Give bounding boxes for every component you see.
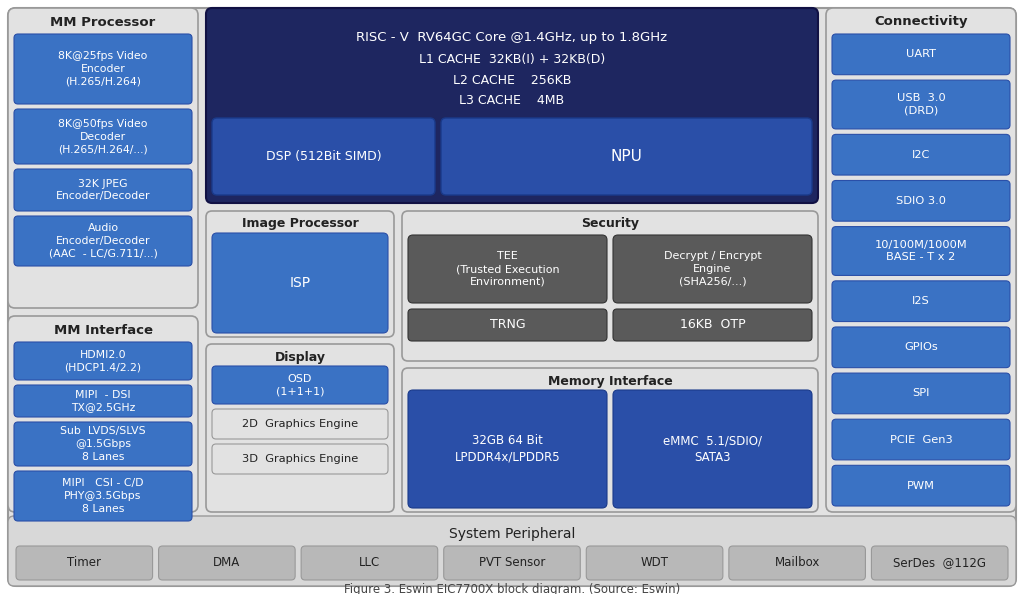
FancyBboxPatch shape (212, 409, 388, 439)
FancyBboxPatch shape (14, 169, 193, 211)
FancyBboxPatch shape (8, 516, 1016, 586)
FancyBboxPatch shape (14, 471, 193, 521)
FancyBboxPatch shape (831, 226, 1010, 276)
FancyBboxPatch shape (212, 118, 435, 195)
FancyBboxPatch shape (831, 419, 1010, 460)
FancyBboxPatch shape (441, 118, 812, 195)
Text: PVT Sensor: PVT Sensor (479, 557, 545, 570)
FancyBboxPatch shape (14, 34, 193, 104)
FancyBboxPatch shape (16, 546, 153, 580)
FancyBboxPatch shape (14, 385, 193, 417)
FancyBboxPatch shape (206, 8, 818, 203)
Text: PCIE  Gen3: PCIE Gen3 (890, 435, 952, 444)
FancyBboxPatch shape (206, 211, 394, 337)
FancyBboxPatch shape (8, 8, 198, 308)
Text: 2D  Graphics Engine: 2D Graphics Engine (242, 419, 358, 429)
FancyBboxPatch shape (402, 211, 818, 361)
Text: Security: Security (581, 217, 639, 230)
FancyBboxPatch shape (443, 546, 581, 580)
Text: 3D  Graphics Engine: 3D Graphics Engine (242, 454, 358, 464)
Text: 32K JPEG
Encoder/Decoder: 32K JPEG Encoder/Decoder (55, 179, 151, 201)
Text: L3 CACHE    4MB: L3 CACHE 4MB (460, 93, 564, 106)
FancyBboxPatch shape (402, 368, 818, 512)
Text: TEE
(Trusted Execution
Environment): TEE (Trusted Execution Environment) (456, 251, 559, 287)
FancyBboxPatch shape (831, 134, 1010, 175)
Text: 8K@25fps Video
Encoder
(H.265/H.264): 8K@25fps Video Encoder (H.265/H.264) (58, 51, 147, 87)
FancyBboxPatch shape (729, 546, 865, 580)
FancyBboxPatch shape (14, 216, 193, 266)
FancyBboxPatch shape (826, 8, 1016, 512)
Text: USB  3.0
(DRD): USB 3.0 (DRD) (897, 93, 945, 116)
Text: 8K@50fps Video
Decoder
(H.265/H.264/...): 8K@50fps Video Decoder (H.265/H.264/...) (58, 119, 147, 154)
Text: SDIO 3.0: SDIO 3.0 (896, 196, 946, 206)
FancyBboxPatch shape (408, 390, 607, 508)
Text: ISP: ISP (290, 276, 310, 290)
FancyBboxPatch shape (212, 366, 388, 404)
FancyBboxPatch shape (8, 8, 1016, 586)
Text: DSP (512Bit SIMD): DSP (512Bit SIMD) (265, 150, 381, 163)
Text: HDMI2.0
(HDCP1.4/2.2): HDMI2.0 (HDCP1.4/2.2) (65, 350, 141, 372)
FancyBboxPatch shape (831, 34, 1010, 75)
Text: I2C: I2C (911, 150, 930, 160)
Text: I2S: I2S (912, 296, 930, 306)
Text: L1 CACHE  32KB(I) + 32KB(D): L1 CACHE 32KB(I) + 32KB(D) (419, 53, 605, 67)
Text: eMMC  5.1/SDIO/
SATA3: eMMC 5.1/SDIO/ SATA3 (663, 434, 762, 464)
FancyBboxPatch shape (8, 316, 198, 512)
Text: LLC: LLC (358, 557, 380, 570)
Text: SerDes  @112G: SerDes @112G (893, 557, 986, 570)
FancyBboxPatch shape (14, 422, 193, 466)
FancyBboxPatch shape (159, 546, 295, 580)
FancyBboxPatch shape (212, 233, 388, 333)
FancyBboxPatch shape (613, 390, 812, 508)
Text: Timer: Timer (68, 557, 101, 570)
Text: MIPI  - DSI
TX@2.5GHz: MIPI - DSI TX@2.5GHz (71, 390, 135, 412)
Text: NPU: NPU (610, 149, 642, 164)
FancyBboxPatch shape (301, 546, 437, 580)
FancyBboxPatch shape (831, 181, 1010, 221)
Text: MM Processor: MM Processor (50, 15, 156, 29)
Text: WDT: WDT (641, 557, 669, 570)
FancyBboxPatch shape (206, 344, 394, 512)
Text: Memory Interface: Memory Interface (548, 374, 673, 387)
FancyBboxPatch shape (831, 373, 1010, 414)
Text: Sub  LVDS/SLVS
@1.5Gbps
8 Lanes: Sub LVDS/SLVS @1.5Gbps 8 Lanes (60, 426, 145, 462)
Text: 16KB  OTP: 16KB OTP (680, 318, 745, 331)
Text: Decrypt / Encrypt
Engine
(SHA256/...): Decrypt / Encrypt Engine (SHA256/...) (664, 251, 762, 287)
FancyBboxPatch shape (212, 444, 388, 474)
Text: System Peripheral: System Peripheral (449, 527, 575, 541)
Text: MIPI   CSI - C/D
PHY@3.5Gbps
8 Lanes: MIPI CSI - C/D PHY@3.5Gbps 8 Lanes (62, 478, 143, 514)
Text: L2 CACHE    256KB: L2 CACHE 256KB (453, 74, 571, 87)
Text: RISC - V  RV64GC Core @1.4GHz, up to 1.8GHz: RISC - V RV64GC Core @1.4GHz, up to 1.8G… (356, 31, 668, 45)
Text: DMA: DMA (213, 557, 241, 570)
Text: GPIOs: GPIOs (904, 342, 938, 352)
Text: PWM: PWM (907, 481, 935, 491)
Text: UART: UART (906, 49, 936, 59)
FancyBboxPatch shape (831, 80, 1010, 129)
FancyBboxPatch shape (831, 327, 1010, 368)
Text: OSD
(1+1+1): OSD (1+1+1) (275, 374, 325, 396)
Text: TRNG: TRNG (489, 318, 525, 331)
Text: Connectivity: Connectivity (874, 15, 968, 29)
FancyBboxPatch shape (831, 465, 1010, 506)
Text: Display: Display (274, 350, 326, 364)
FancyBboxPatch shape (831, 281, 1010, 321)
FancyBboxPatch shape (408, 309, 607, 341)
Text: 10/100M/1000M
BASE - T x 2: 10/100M/1000M BASE - T x 2 (874, 239, 968, 263)
FancyBboxPatch shape (613, 309, 812, 341)
FancyBboxPatch shape (871, 546, 1008, 580)
Text: Image Processor: Image Processor (242, 217, 358, 230)
Text: Figure 3. Eswin EIC7700X block diagram. (Source: Eswin): Figure 3. Eswin EIC7700X block diagram. … (344, 583, 680, 594)
FancyBboxPatch shape (408, 235, 607, 303)
Text: Audio
Encoder/Decoder
(AAC  - LC/G.711/...): Audio Encoder/Decoder (AAC - LC/G.711/..… (48, 223, 158, 259)
Text: SPI: SPI (912, 388, 930, 399)
Text: MM Interface: MM Interface (53, 324, 153, 336)
Text: Mailbox: Mailbox (774, 557, 820, 570)
FancyBboxPatch shape (14, 109, 193, 164)
Text: 32GB 64 Bit
LPDDR4x/LPDDR5: 32GB 64 Bit LPDDR4x/LPDDR5 (455, 434, 560, 464)
FancyBboxPatch shape (14, 342, 193, 380)
FancyBboxPatch shape (587, 546, 723, 580)
FancyBboxPatch shape (613, 235, 812, 303)
